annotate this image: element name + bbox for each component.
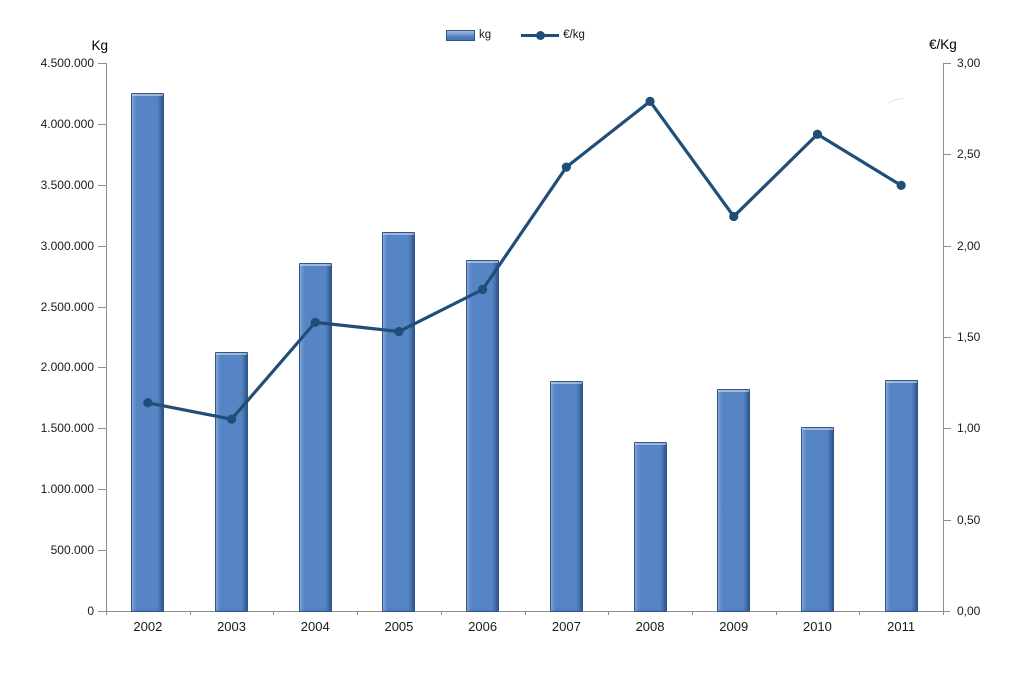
- legend-label-eur-per-kg: €/kg: [563, 29, 585, 41]
- legend-entry-kg: kg: [446, 29, 491, 41]
- right-axis-tick: [943, 428, 951, 430]
- legend-entry-eur-per-kg: €/kg: [521, 29, 585, 41]
- legend-label-kg: kg: [479, 29, 492, 41]
- right-axis-tick: [943, 154, 951, 156]
- right-axis-tick-label: 2,00: [957, 238, 981, 253]
- right-axis-title: €/Kg: [929, 37, 957, 52]
- line-marker-2007: [561, 162, 571, 172]
- line-marker-2011: [896, 180, 906, 190]
- line-marker-2010: [812, 129, 823, 139]
- x-axis-tick-label: 2011: [887, 619, 916, 634]
- bar-2003: [215, 351, 249, 612]
- left-axis-tick-label: 4.500.000: [40, 56, 94, 70]
- left-axis-tick-label: 0: [87, 604, 94, 618]
- left-axis-tick-label: 1.000.000: [40, 482, 94, 497]
- x-axis-tick-label: 2009: [719, 619, 749, 634]
- right-axis-tick-label: 2,50: [957, 147, 981, 162]
- left-axis-title: Kg: [91, 38, 108, 53]
- right-axis-tick-label: 0,50: [957, 512, 981, 527]
- x-axis-tick: [691, 611, 693, 615]
- x-axis-tick: [440, 611, 442, 615]
- line-series-swatch-icon: [521, 30, 560, 40]
- left-axis-tick: [98, 550, 107, 552]
- x-axis-tick: [859, 611, 861, 615]
- x-axis-tick: [357, 611, 359, 615]
- x-axis-tick-label: 2006: [468, 619, 498, 634]
- bar-series-swatch-icon: [446, 29, 475, 41]
- right-axis-tick: [943, 245, 951, 247]
- faint-smudge-artifact: [887, 96, 906, 109]
- right-axis-tick-label: 1,50: [957, 330, 981, 344]
- line-marker-2008: [645, 96, 655, 106]
- chart-legend: kg €/kg: [446, 29, 585, 41]
- left-axis-tick: [98, 428, 107, 430]
- bar-2011: [884, 379, 918, 612]
- x-axis-tick-label: 2004: [300, 619, 330, 634]
- left-axis-tick-label: 500.000: [50, 543, 94, 558]
- left-axis-tick: [98, 184, 107, 186]
- right-axis-tick-label: 3,00: [957, 56, 981, 70]
- bar-2010: [800, 427, 834, 612]
- right-axis-tick: [943, 63, 951, 64]
- bar-2004: [298, 263, 332, 612]
- x-axis-tick: [775, 611, 777, 615]
- left-axis-tick-label: 2.500.000: [40, 299, 94, 314]
- x-axis-tick-label: 2008: [635, 619, 665, 634]
- left-axis-tick: [98, 367, 107, 369]
- x-axis-tick-label: 2007: [551, 619, 581, 634]
- left-axis-tick: [98, 306, 107, 308]
- left-axis-tick-label: 3.500.000: [40, 177, 94, 192]
- left-axis-tick: [98, 245, 107, 247]
- right-axis-tick-label: 0,00: [957, 604, 981, 618]
- left-axis-line: [106, 63, 107, 611]
- left-axis-tick: [98, 489, 107, 491]
- right-axis-tick: [943, 519, 951, 521]
- x-axis-tick-label: 2003: [217, 619, 246, 634]
- x-axis-tick: [943, 611, 944, 615]
- left-axis-tick-label: 3.000.000: [40, 238, 94, 253]
- bar-2006: [466, 260, 500, 612]
- line-series-path: [147, 99, 902, 421]
- bar-2008: [633, 441, 667, 612]
- left-axis-tick-label: 1.500.000: [40, 421, 94, 436]
- x-axis-tick-label: 2002: [133, 619, 163, 634]
- bar-2002: [131, 93, 165, 612]
- left-axis-tick: [98, 63, 107, 64]
- x-axis-tick-label: 2005: [384, 619, 414, 634]
- x-axis-tick: [106, 611, 107, 615]
- x-axis-tick-label: 2010: [802, 619, 832, 634]
- x-axis-tick: [608, 611, 610, 615]
- right-axis-tick: [943, 337, 951, 338]
- bar-2005: [382, 232, 416, 612]
- bar-2007: [549, 381, 583, 612]
- right-axis-tick-label: 1,00: [957, 421, 981, 436]
- left-axis-tick-label: 4.000.000: [40, 116, 94, 131]
- x-axis-tick: [273, 611, 275, 615]
- line-marker-2009: [729, 211, 739, 222]
- x-axis-line: [98, 611, 950, 612]
- left-axis-tick: [98, 123, 107, 125]
- bar-2009: [717, 389, 751, 612]
- x-axis-tick: [524, 611, 526, 615]
- x-axis-tick: [189, 611, 191, 615]
- left-axis-tick-label: 2.000.000: [40, 360, 94, 375]
